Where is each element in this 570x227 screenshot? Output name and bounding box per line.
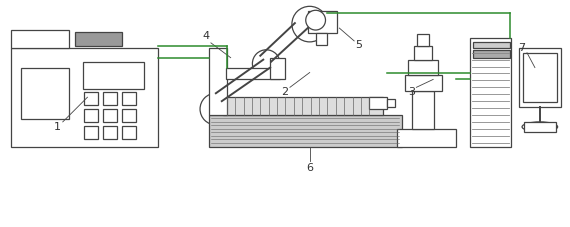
Bar — [84, 126, 98, 139]
Circle shape — [292, 6, 328, 42]
Bar — [122, 92, 136, 105]
Circle shape — [306, 10, 325, 30]
Bar — [122, 126, 136, 139]
Bar — [524, 122, 556, 132]
Text: 3: 3 — [408, 87, 415, 97]
Circle shape — [200, 93, 231, 125]
Bar — [473, 42, 510, 48]
Bar — [209, 115, 401, 147]
Bar — [519, 48, 560, 107]
Bar — [11, 48, 157, 147]
Bar — [11, 30, 68, 48]
Text: 1: 1 — [54, 122, 62, 132]
Bar — [270, 58, 285, 79]
Ellipse shape — [522, 122, 557, 132]
Bar — [223, 97, 383, 115]
Bar — [84, 109, 98, 122]
Bar — [316, 33, 328, 45]
Text: 7: 7 — [519, 43, 526, 53]
Bar — [84, 92, 98, 105]
Circle shape — [253, 50, 280, 77]
Bar — [409, 60, 438, 75]
Bar — [417, 34, 429, 46]
Bar — [21, 68, 68, 119]
Bar — [369, 97, 386, 109]
Text: 6: 6 — [306, 163, 313, 173]
Bar — [386, 99, 394, 107]
Bar — [405, 75, 442, 91]
Bar — [473, 50, 510, 58]
Bar — [226, 68, 280, 79]
Bar — [209, 48, 227, 115]
Bar — [523, 53, 557, 102]
Bar — [103, 92, 117, 105]
Bar — [122, 109, 136, 122]
Bar — [397, 129, 456, 147]
Text: 2: 2 — [282, 87, 288, 97]
Bar — [75, 32, 122, 46]
Bar — [103, 126, 117, 139]
Text: 5: 5 — [356, 40, 363, 50]
Bar — [103, 109, 117, 122]
Bar — [308, 11, 337, 33]
Text: 4: 4 — [202, 31, 210, 41]
Bar — [413, 91, 434, 129]
Bar — [83, 62, 144, 89]
Bar — [470, 38, 511, 147]
Bar — [414, 46, 432, 60]
